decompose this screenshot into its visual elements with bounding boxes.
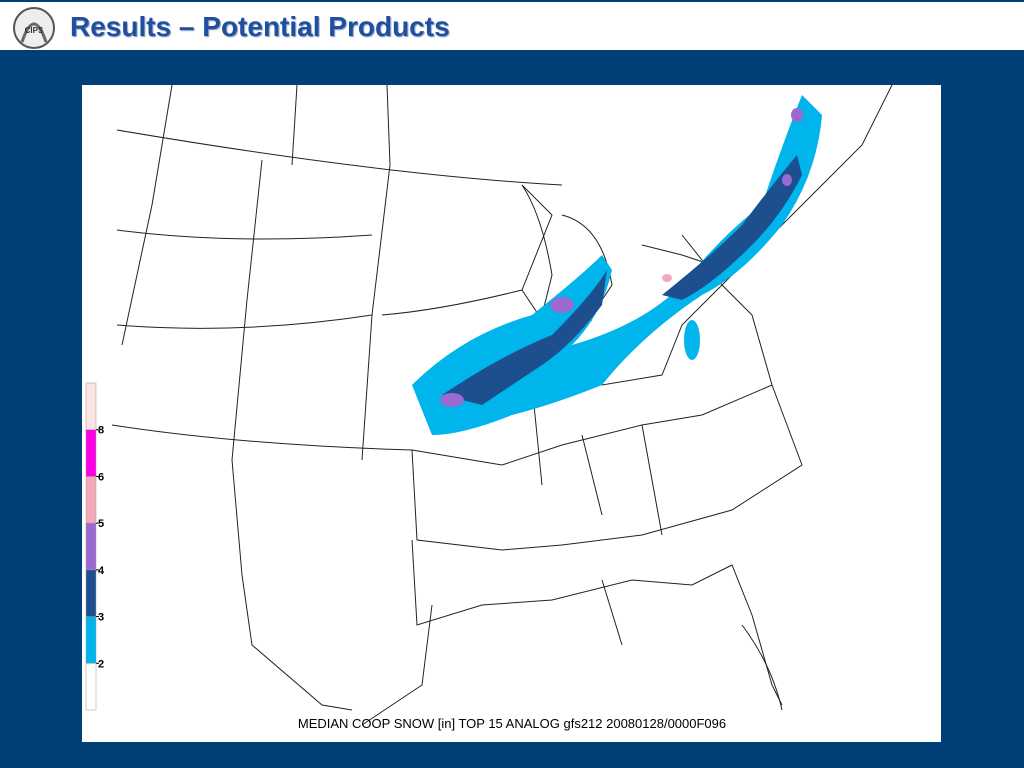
map-caption: MEDIAN COOP SNOW [in] TOP 15 ANALOG gfs2… bbox=[298, 716, 726, 731]
header: CIPS Results – Potential Products bbox=[0, 0, 1024, 50]
logo-text: CIPS bbox=[25, 26, 44, 35]
legend-swatch bbox=[85, 616, 97, 664]
legend-tick-label: 2 bbox=[98, 658, 104, 670]
legend-tick-label: 8 bbox=[98, 425, 104, 437]
legend-tick-label: 5 bbox=[98, 518, 104, 530]
slide-title: Results – Potential Products bbox=[70, 11, 450, 42]
snow-areas bbox=[412, 95, 822, 435]
legend-swatch bbox=[85, 476, 97, 524]
legend-swatch bbox=[85, 522, 97, 571]
legend-tick-label: 6 bbox=[98, 471, 104, 483]
legend-tick-label: 4 bbox=[98, 565, 105, 577]
legend-swatch bbox=[85, 569, 97, 617]
legend-swatch bbox=[85, 663, 97, 711]
legend-swatch bbox=[85, 382, 97, 430]
snow-map: 2 3 4 5 6 8 MEDIAN COOP SNOW [in] TOP 15 ANAL… bbox=[82, 85, 941, 742]
logo: CIPS bbox=[13, 7, 55, 49]
legend-tick-label: 3 bbox=[98, 612, 104, 624]
legend: 2 3 4 5 6 8 bbox=[85, 382, 105, 711]
legend-swatch bbox=[85, 429, 97, 477]
